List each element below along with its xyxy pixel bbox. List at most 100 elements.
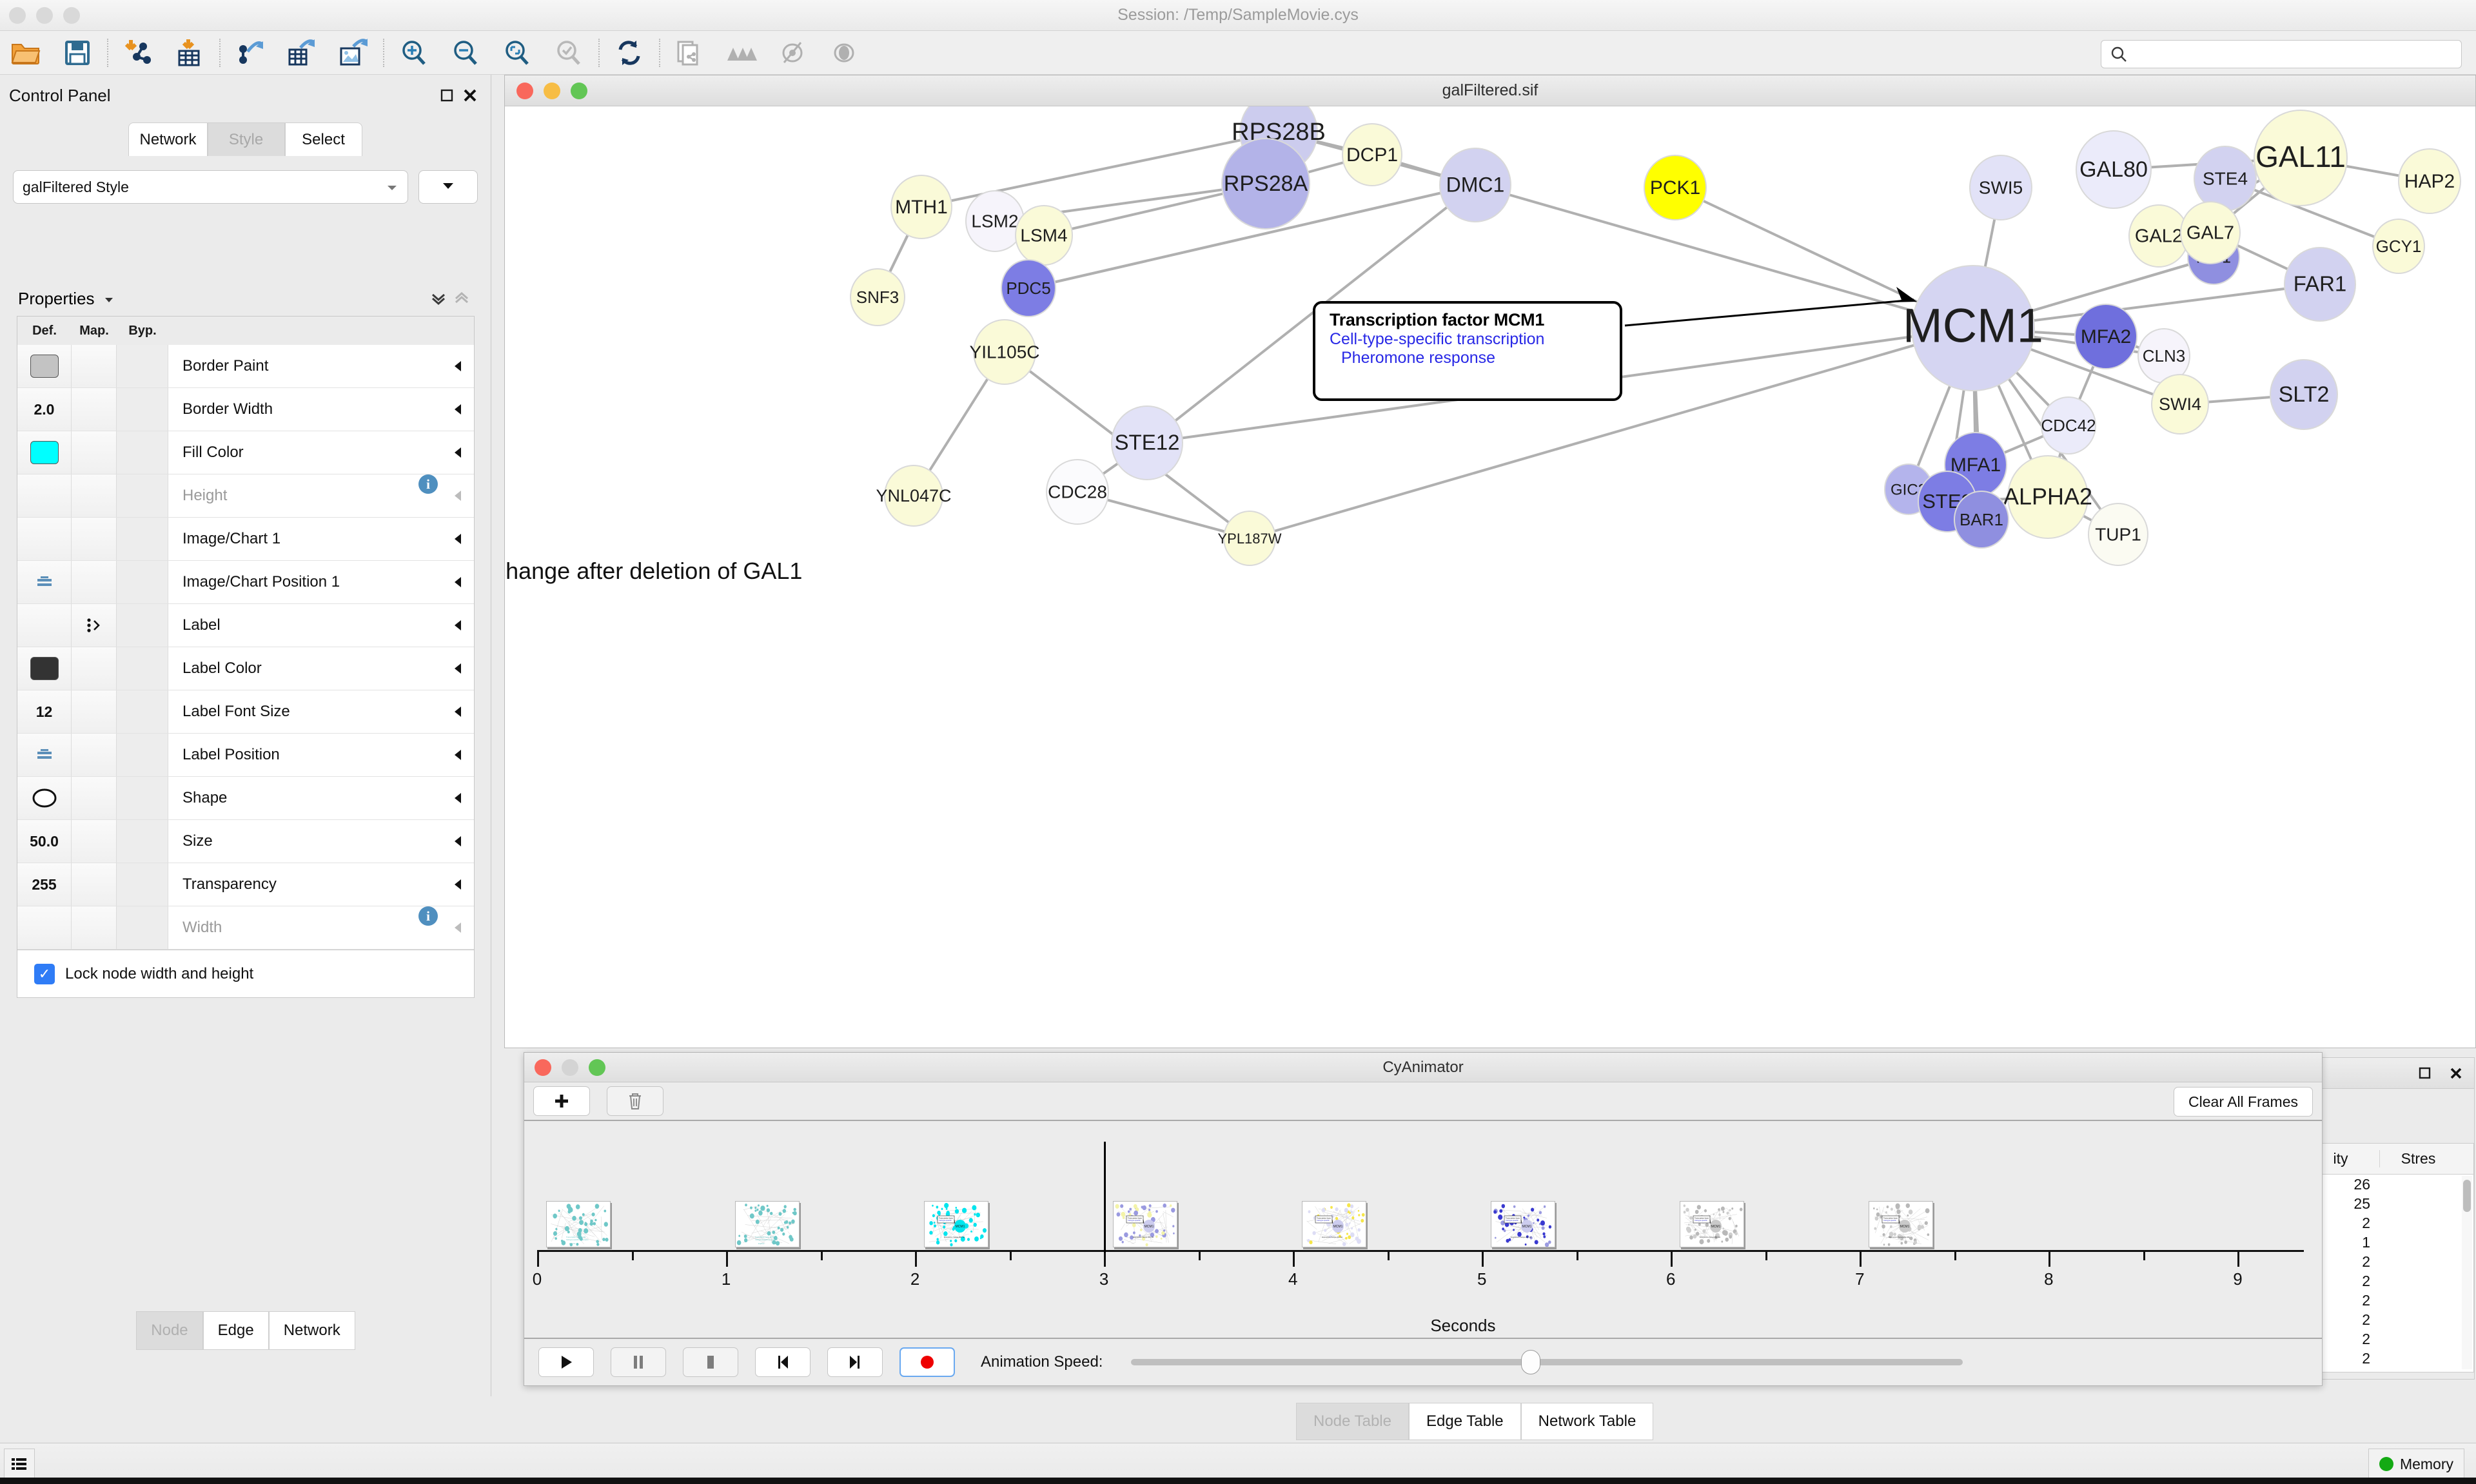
network-node[interactable]: HAP2 — [2398, 148, 2461, 214]
tab-edge-table[interactable]: Edge Table — [1408, 1403, 1521, 1440]
network-node-shape[interactable] — [2074, 304, 2137, 369]
property-default-cell[interactable] — [17, 647, 72, 690]
network-node[interactable]: CDC28 — [1046, 459, 1109, 525]
network-node[interactable]: SNF3 — [850, 268, 905, 326]
network-node[interactable]: PDC5 — [1001, 259, 1056, 317]
network-node[interactable]: MFA2 — [2074, 304, 2137, 369]
property-mapping-cell[interactable] — [72, 690, 117, 733]
hide-selected-button[interactable] — [767, 31, 819, 75]
tab-network-table[interactable]: Network Table — [1520, 1403, 1654, 1440]
property-bypass-cell[interactable] — [117, 345, 168, 387]
timeline-frame-thumbnail[interactable]: MCM1 Transcription factor Cell-type-specif… — [924, 1201, 989, 1247]
expand-property-arrow-icon[interactable] — [443, 906, 474, 949]
property-mapping-cell[interactable] — [72, 345, 117, 387]
tab-network-style[interactable]: Network — [268, 1311, 355, 1350]
network-node-shape[interactable] — [2076, 130, 2152, 209]
property-bypass-cell[interactable] — [117, 561, 168, 603]
network-node-shape[interactable] — [2372, 219, 2425, 274]
property-bypass-cell[interactable] — [117, 647, 168, 690]
export-network-button[interactable] — [224, 31, 276, 75]
pause-button[interactable] — [611, 1347, 666, 1377]
next-frame-button[interactable] — [827, 1347, 883, 1377]
property-default-cell[interactable] — [17, 734, 72, 776]
tab-node-table[interactable]: Node Table — [1296, 1403, 1409, 1440]
property-mapping-cell[interactable] — [72, 647, 117, 690]
property-default-cell[interactable] — [17, 906, 72, 949]
collapse-all-icon[interactable] — [427, 287, 450, 310]
network-node-shape[interactable] — [890, 175, 952, 239]
property-bypass-cell[interactable] — [117, 820, 168, 863]
expand-property-arrow-icon[interactable] — [443, 820, 474, 863]
network-node[interactable]: LSM4 — [1015, 205, 1073, 266]
network-node[interactable]: YNL047C — [876, 465, 952, 527]
timeline-frame-thumbnail[interactable]: MCM1 Transcription factor Cell-type-specif… — [1302, 1201, 1367, 1247]
network-node-shape[interactable] — [2398, 148, 2461, 214]
zoom-in-button[interactable] — [388, 31, 440, 75]
network-node[interactable]: GAL2 — [2128, 204, 2189, 268]
maximize-window-button[interactable] — [63, 6, 80, 24]
network-edge[interactable] — [1146, 184, 1477, 444]
network-node-shape[interactable] — [2088, 503, 2148, 566]
network-node[interactable]: BAR1 — [1954, 491, 2009, 549]
network-node-shape[interactable] — [1111, 405, 1183, 480]
timeline-frame-thumbnail[interactable]: MCM1 Transcription factor Cell-type-specif… — [1113, 1201, 1178, 1247]
timeline-frame-thumbnail[interactable]: MCM1 Transcription factor Cell-type-specif… — [1491, 1201, 1556, 1247]
property-mapping-cell[interactable] — [72, 734, 117, 776]
timeline-frame-thumbnail[interactable]: MCM1 Transcription factor Cell-type-specif… — [1869, 1201, 1934, 1247]
save-session-button[interactable] — [52, 31, 103, 75]
network-node[interactable]: MFA1 — [1944, 432, 2007, 498]
record-button[interactable] — [899, 1347, 955, 1377]
timeline-frame-thumbnail[interactable]: MCM1 Transcription factor Cell-type-specif… — [1680, 1201, 1745, 1247]
float-panel-icon[interactable] — [2413, 1062, 2437, 1085]
network-node[interactable]: PCK1 — [1644, 155, 1707, 220]
cyanimator-timeline[interactable]: Transcription factor MCM1 Cell-type-speci… — [524, 1122, 2322, 1335]
tab-style[interactable]: Style — [207, 122, 285, 156]
property-bypass-cell[interactable] — [117, 388, 168, 431]
network-close-button[interactable] — [516, 82, 533, 99]
network-maximize-button[interactable] — [571, 82, 587, 99]
property-default-value[interactable]: 255 — [17, 863, 72, 906]
property-row[interactable]: Label Position — [17, 734, 474, 777]
expand-property-arrow-icon[interactable] — [443, 518, 474, 560]
network-node-shape[interactable] — [973, 319, 1036, 385]
property-default-value[interactable]: 50.0 — [17, 820, 72, 863]
expand-property-arrow-icon[interactable] — [443, 388, 474, 431]
network-canvas[interactable]: RPS28B DCP1 RPS28A DMC1 PCK1 SWI5 GAL80 GAL11 ST… — [505, 106, 2475, 1048]
network-node-shape[interactable] — [2284, 247, 2356, 322]
column-header-stress[interactable]: Stres — [2379, 1150, 2457, 1167]
animation-speed-slider[interactable] — [1131, 1350, 1963, 1374]
network-node[interactable]: GAL7 — [2180, 201, 2241, 264]
network-minimize-button[interactable] — [544, 82, 560, 99]
network-node-shape[interactable] — [2254, 110, 2348, 206]
import-network-button[interactable] — [112, 31, 164, 75]
task-list-button[interactable] — [4, 1448, 35, 1479]
property-default-cell[interactable] — [17, 345, 72, 387]
network-node[interactable]: RPS28A — [1221, 138, 1310, 229]
table-row[interactable]: 1 — [2302, 1233, 2473, 1252]
show-all-button[interactable] — [819, 31, 870, 75]
network-node-shape[interactable] — [1221, 138, 1310, 229]
free-text-annotation[interactable]: Expression change after deletion of GAL1 — [505, 558, 803, 584]
info-icon[interactable]: i — [418, 474, 438, 494]
property-mapping-cell[interactable] — [72, 388, 117, 431]
expand-property-arrow-icon[interactable] — [443, 431, 474, 474]
network-node-shape[interactable] — [2041, 396, 2096, 454]
zoom-fit-button[interactable] — [543, 31, 594, 75]
network-edge[interactable] — [1475, 184, 1974, 329]
network-node[interactable]: SWI5 — [1969, 155, 2032, 220]
tab-edge[interactable]: Edge — [202, 1311, 269, 1350]
network-node-shape[interactable] — [1969, 155, 2032, 220]
network-node-shape[interactable] — [1046, 459, 1109, 525]
cyanimator-close-button[interactable] — [535, 1059, 551, 1076]
network-node[interactable]: GAL80 — [2076, 130, 2152, 209]
property-bypass-cell[interactable] — [117, 604, 168, 647]
add-frame-button[interactable] — [533, 1086, 590, 1116]
expand-property-arrow-icon[interactable] — [443, 863, 474, 906]
property-bypass-cell[interactable] — [117, 518, 168, 560]
property-default-cell[interactable] — [17, 518, 72, 560]
expand-property-arrow-icon[interactable] — [443, 604, 474, 647]
tab-node[interactable]: Node — [136, 1311, 203, 1350]
table-row[interactable]: 2 — [2302, 1291, 2473, 1310]
network-node[interactable]: CDC42 — [2041, 396, 2096, 454]
property-row[interactable]: Label Color — [17, 647, 474, 690]
